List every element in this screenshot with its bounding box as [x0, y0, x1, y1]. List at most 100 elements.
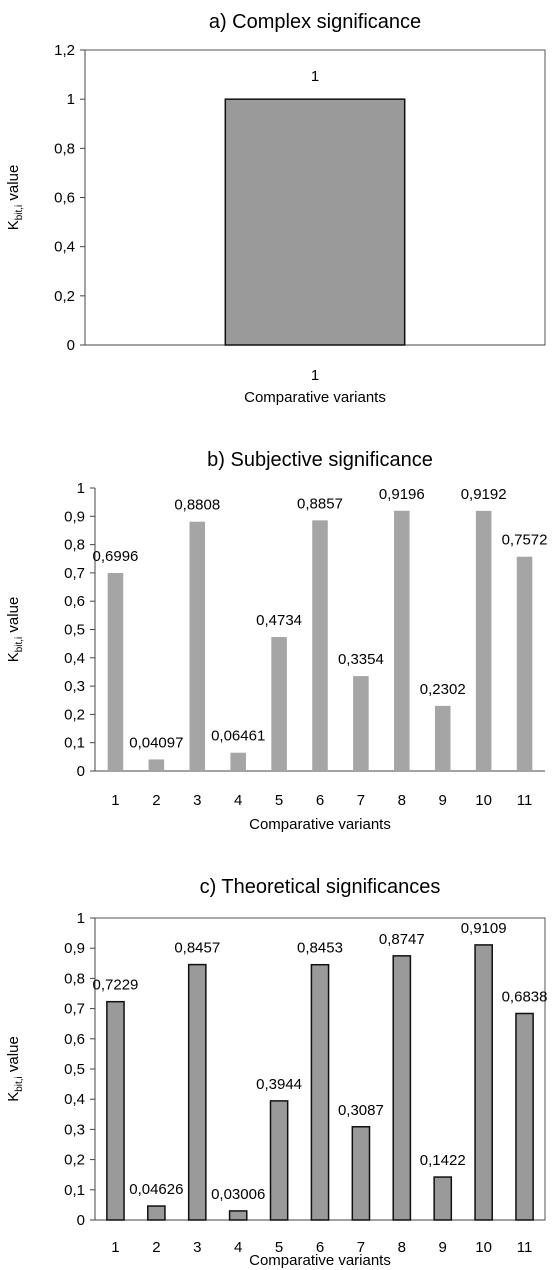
x-tick-label: 6	[316, 792, 324, 809]
chart-3: c) Theoretical significances 0 0,1 0,2 0,3 0,…	[5, 876, 547, 1269]
bar-4	[230, 752, 246, 771]
y-tick-label: 1	[77, 480, 85, 497]
x-tick-label: 1	[111, 792, 119, 809]
x-tick-label: 7	[357, 1239, 365, 1256]
bar-value-label: 0,9196	[379, 486, 425, 503]
bar-value-label: 0,4734	[256, 612, 302, 629]
bar-value-label: 0,9109	[461, 920, 507, 937]
bar-value-label: 0,8857	[297, 495, 343, 512]
bar-11	[516, 556, 533, 771]
bar-value-label: 0,7229	[93, 977, 139, 994]
y-tick-label: 0,9	[64, 940, 85, 957]
chart-2: b) Subjective significance 0 0,1 0,2 0,3 0,4 0…	[5, 449, 547, 833]
bar-value-label: 0,9192	[461, 486, 507, 503]
y-tick-label: 0,4	[64, 1091, 85, 1108]
x-tick-label: 2	[152, 792, 160, 809]
y-tick-label: 0,8	[64, 970, 85, 987]
x-axis-label: Comparative variants	[249, 1252, 391, 1269]
x-tick-label: 6	[316, 1239, 324, 1256]
x-tick-label: 9	[439, 792, 447, 809]
x-tick-label: 1	[111, 1239, 119, 1256]
y-tick-label: 0	[67, 337, 75, 354]
bar-4	[228, 1210, 248, 1221]
bar-value-label: 0,7572	[502, 532, 548, 549]
bar-6	[310, 963, 330, 1221]
bar-5	[271, 637, 287, 771]
bar-value-label: 0,8747	[379, 931, 425, 948]
y-tick-label: 0,8	[54, 140, 75, 157]
y-tick-label: 0,5	[64, 622, 85, 639]
bar-1	[106, 1000, 125, 1221]
chart-title: c) Theoretical significances	[200, 876, 441, 898]
bar-1	[107, 573, 124, 771]
bar-value-label: 0,3087	[338, 1102, 384, 1119]
x-tick-label: 4	[234, 792, 242, 809]
x-tick-label: 3	[193, 1239, 201, 1256]
bar-value-label: 0,06461	[211, 728, 265, 745]
y-tick-label: 0,8	[64, 537, 85, 554]
x-tick-label: 9	[439, 1239, 447, 1256]
x-axis-label: Comparative variants	[244, 389, 386, 406]
y-tick-label: 0,4	[64, 650, 85, 667]
bar-value-label: 0,2302	[420, 681, 466, 698]
bar-3	[189, 521, 206, 771]
bar-7	[353, 676, 369, 771]
bar-value-label: 0,6996	[93, 548, 139, 565]
bar-10	[475, 510, 492, 771]
y-tick-label: 0,2	[64, 706, 85, 723]
y-tick-label: 0,5	[64, 1061, 85, 1078]
bar-2	[148, 759, 165, 771]
chart-title: a) Complex significance	[209, 11, 421, 33]
bar-value-label: 0,04097	[129, 734, 183, 751]
x-tick-label: 11	[517, 1239, 533, 1256]
y-tick-label: 0,2	[54, 288, 75, 305]
x-tick-label: 2	[152, 1239, 160, 1256]
bar-value-label: 0,04626	[129, 1181, 183, 1198]
bar-2	[147, 1205, 166, 1221]
y-tick-label: 1	[77, 910, 85, 927]
x-tick-label: 5	[275, 1239, 283, 1256]
y-tick-label: 0,3	[64, 1121, 85, 1138]
x-tick-label: 8	[398, 1239, 406, 1256]
x-tick-label: 3	[193, 792, 201, 809]
y-tick-label: 0,6	[64, 1031, 85, 1048]
bar-5	[269, 1100, 289, 1221]
bar-8	[392, 955, 412, 1221]
bar-11	[515, 1012, 534, 1221]
chart-1: a) Complex significance 0 0,2 0,4 0,6 0,8 1 1,2…	[5, 11, 546, 406]
y-tick-label: 0,4	[54, 239, 75, 256]
bar-7	[351, 1126, 371, 1221]
y-tick-label: 0,1	[64, 735, 85, 752]
bar-6	[312, 520, 328, 771]
bar-9	[433, 1176, 453, 1221]
bar-9	[434, 705, 451, 771]
x-tick-label: 5	[275, 792, 283, 809]
bar-3	[187, 963, 207, 1221]
x-tick-label: 8	[398, 792, 406, 809]
x-tick-label: 10	[475, 1239, 492, 1256]
y-tick-label: 0,7	[64, 1001, 85, 1018]
x-tick-label: 4	[234, 1239, 242, 1256]
x-tick-label: 11	[517, 792, 533, 809]
y-tick-label: 0,2	[64, 1152, 85, 1169]
bar-value-label: 0,3354	[338, 651, 384, 668]
bar-value-label: 0,8457	[174, 940, 220, 957]
y-tick-label: 0,6	[64, 593, 85, 610]
y-axis-label: Kbit,i value	[5, 597, 25, 663]
y-axis-label: Kbit,i value	[5, 1036, 25, 1102]
bar-value-label: 1	[311, 68, 319, 85]
x-axis-label: Comparative variants	[249, 816, 391, 833]
chart-title: b) Subjective significance	[207, 449, 433, 471]
bar-10	[474, 944, 493, 1221]
x-tick-label: 10	[475, 792, 492, 809]
bar-1	[224, 98, 406, 346]
bar-value-label: 0,6838	[502, 988, 548, 1005]
x-tick-label: 7	[357, 792, 365, 809]
y-tick-label: 1	[67, 91, 75, 108]
y-tick-label: 0,6	[54, 190, 75, 207]
y-axis-label: Kbit,i value	[5, 165, 25, 231]
bar-8	[394, 510, 410, 771]
x-tick-label: 1	[311, 367, 319, 384]
y-tick-label: 0,3	[64, 678, 85, 695]
